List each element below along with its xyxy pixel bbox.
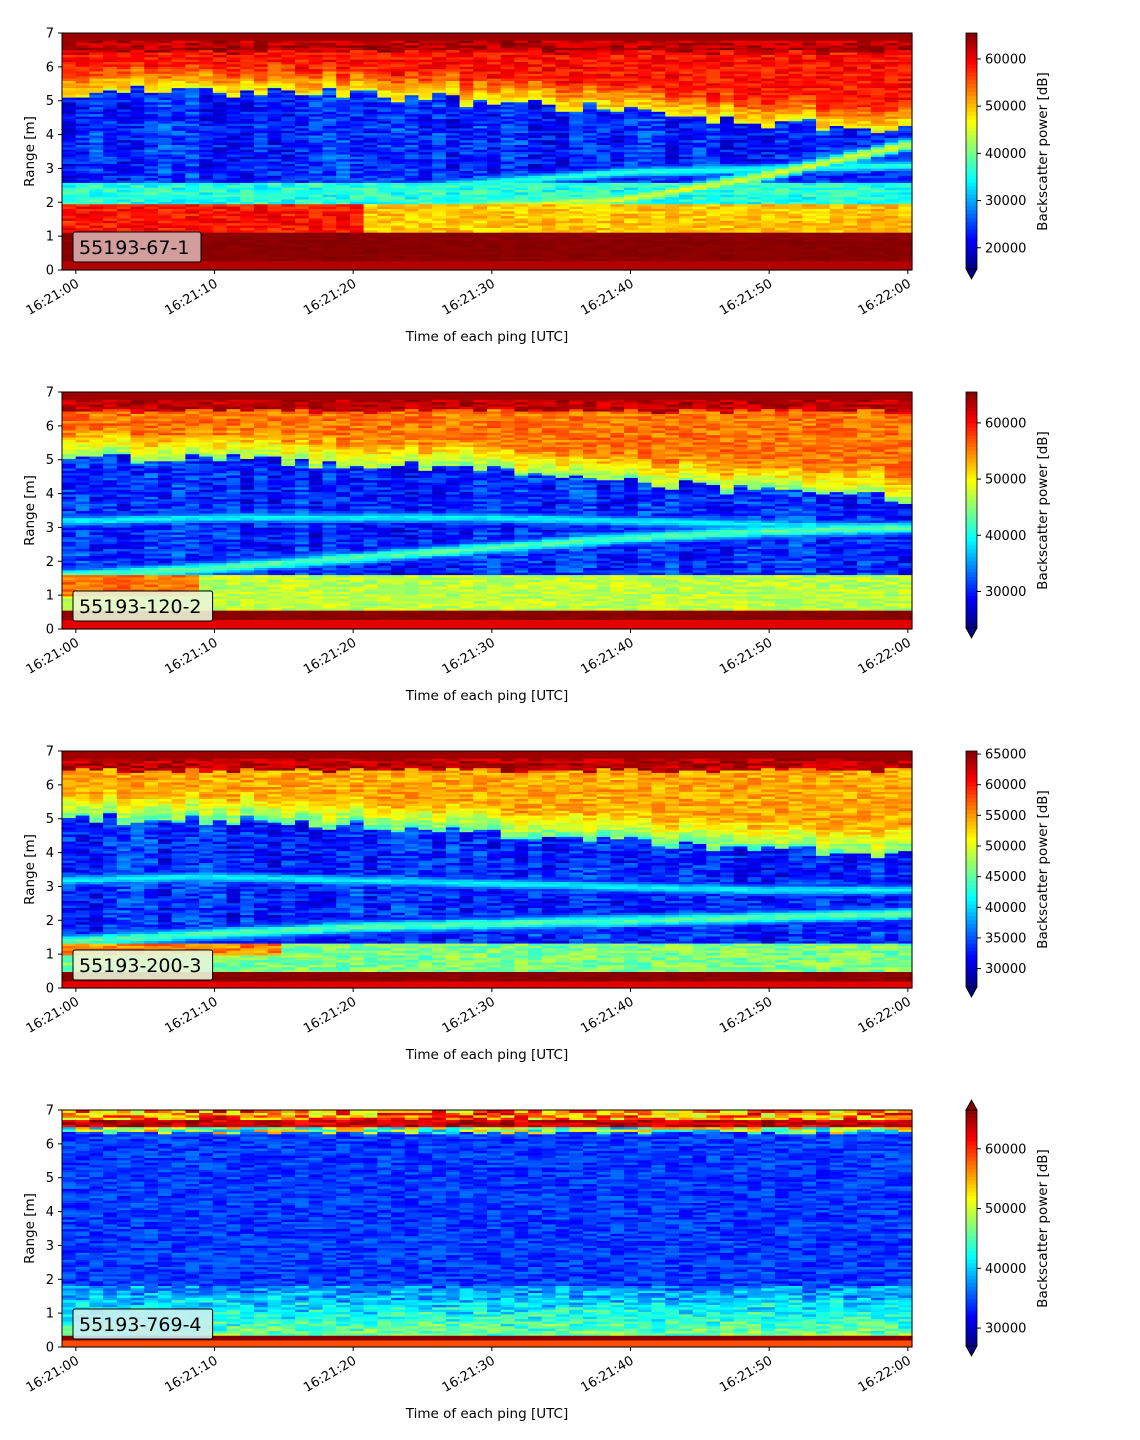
subplot-1: 0123456716:21:00 16:21:10 16:21:20 16:21:30… bbox=[22, 27, 1051, 346]
